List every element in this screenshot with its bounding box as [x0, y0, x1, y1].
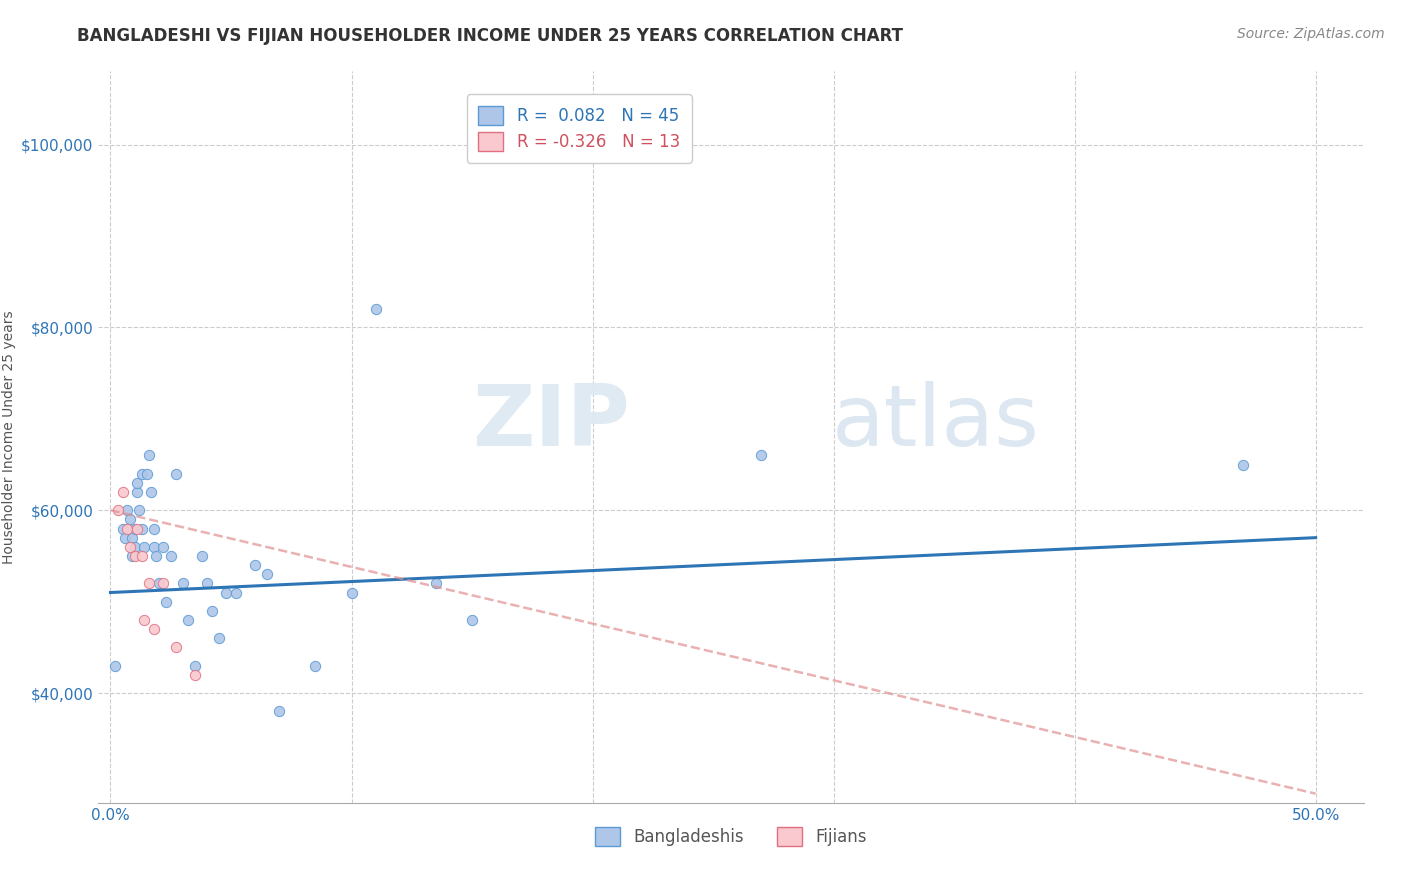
Point: [138, 448, 160, 462]
Point: [135, 467, 157, 481]
Point: [125, 484, 148, 499]
Text: Source: ZipAtlas.com: Source: ZipAtlas.com: [1237, 27, 1385, 41]
Point: [340, 585, 363, 599]
Point: [117, 521, 139, 535]
Point: [124, 540, 146, 554]
Point: [191, 549, 214, 563]
Point: [165, 467, 187, 481]
Point: [114, 531, 136, 545]
Point: [152, 576, 174, 591]
Point: [256, 567, 278, 582]
Point: [364, 301, 387, 317]
Point: [138, 576, 160, 591]
Text: ZIP: ZIP: [472, 381, 630, 464]
Point: [1232, 458, 1254, 472]
Point: [176, 613, 198, 627]
Point: [148, 576, 170, 591]
Point: [134, 540, 156, 554]
Point: [215, 585, 238, 599]
Point: [118, 540, 141, 554]
Point: [225, 585, 247, 599]
Point: [134, 613, 156, 627]
Point: [172, 576, 194, 591]
Point: [124, 521, 146, 535]
Point: [208, 631, 231, 645]
Point: [118, 512, 141, 526]
Point: [117, 503, 139, 517]
Legend: Bangladeshis, Fijians: Bangladeshis, Fijians: [588, 821, 875, 853]
Point: [142, 540, 165, 554]
Point: [131, 549, 153, 563]
Point: [155, 594, 177, 608]
Point: [195, 576, 218, 591]
Point: [131, 521, 153, 535]
Point: [165, 640, 187, 655]
Point: [184, 667, 207, 681]
Point: [142, 622, 165, 636]
Text: BANGLADESHI VS FIJIAN HOUSEHOLDER INCOME UNDER 25 YEARS CORRELATION CHART: BANGLADESHI VS FIJIAN HOUSEHOLDER INCOME…: [77, 27, 903, 45]
Point: [461, 613, 484, 627]
Point: [124, 549, 146, 563]
Point: [107, 503, 129, 517]
Point: [128, 503, 150, 517]
Y-axis label: Householder Income Under 25 years: Householder Income Under 25 years: [1, 310, 15, 564]
Point: [304, 658, 326, 673]
Point: [141, 484, 163, 499]
Point: [125, 475, 148, 490]
Point: [749, 448, 772, 462]
Point: [145, 549, 167, 563]
Point: [243, 558, 266, 573]
Point: [125, 521, 148, 535]
Point: [142, 521, 165, 535]
Point: [159, 549, 181, 563]
Point: [152, 540, 174, 554]
Point: [111, 484, 134, 499]
Point: [131, 467, 153, 481]
Text: atlas: atlas: [832, 381, 1040, 464]
Point: [184, 658, 207, 673]
Point: [201, 604, 224, 618]
Point: [104, 658, 127, 673]
Point: [121, 549, 143, 563]
Point: [111, 521, 134, 535]
Point: [425, 576, 447, 591]
Point: [269, 704, 291, 718]
Point: [121, 531, 143, 545]
